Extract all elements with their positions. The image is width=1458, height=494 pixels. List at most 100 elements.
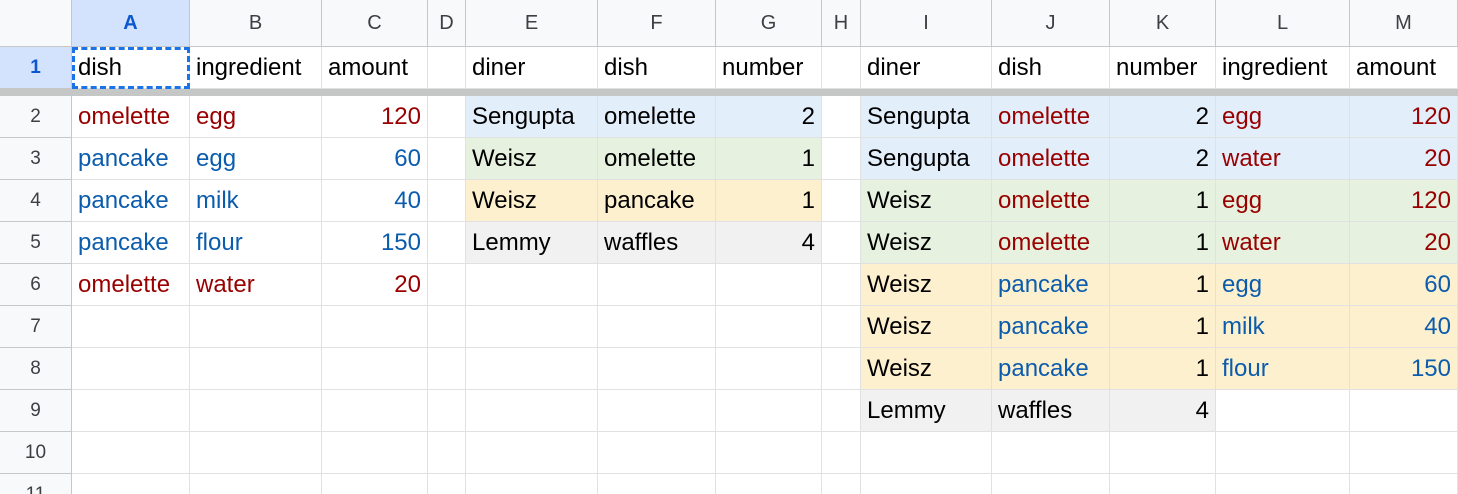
cell-h2[interactable] — [822, 96, 861, 138]
cell-c11[interactable] — [322, 474, 428, 494]
cell-k3[interactable]: 2 — [1110, 138, 1216, 180]
cell-k2[interactable]: 2 — [1110, 96, 1216, 138]
cell-c10[interactable] — [322, 432, 428, 474]
cell-a9[interactable] — [72, 390, 190, 432]
cell-b9[interactable] — [190, 390, 322, 432]
cell-j2[interactable]: omelette — [992, 96, 1110, 138]
cell-d8[interactable] — [428, 348, 466, 390]
cell-e2[interactable]: Sengupta — [466, 96, 598, 138]
cell-i5[interactable]: Weisz — [861, 222, 992, 264]
cell-b7[interactable] — [190, 306, 322, 348]
cell-c9[interactable] — [322, 390, 428, 432]
cell-a10[interactable] — [72, 432, 190, 474]
cell-m10[interactable] — [1350, 432, 1458, 474]
cell-d11[interactable] — [428, 474, 466, 494]
column-header-k[interactable]: K — [1110, 0, 1216, 47]
cell-m8[interactable]: 150 — [1350, 348, 1458, 390]
cell-a5[interactable]: pancake — [72, 222, 190, 264]
cell-l3[interactable]: water — [1216, 138, 1350, 180]
cell-h9[interactable] — [822, 390, 861, 432]
cell-d5[interactable] — [428, 222, 466, 264]
cell-h6[interactable] — [822, 264, 861, 306]
cell-g6[interactable] — [716, 264, 822, 306]
cell-i6[interactable]: Weisz — [861, 264, 992, 306]
cell-d4[interactable] — [428, 180, 466, 222]
cell-e1[interactable]: diner — [466, 47, 598, 89]
column-header-a[interactable]: A — [72, 0, 190, 47]
cell-b11[interactable] — [190, 474, 322, 494]
cell-l7[interactable]: milk — [1216, 306, 1350, 348]
cell-h8[interactable] — [822, 348, 861, 390]
cell-l2[interactable]: egg — [1216, 96, 1350, 138]
cell-h4[interactable] — [822, 180, 861, 222]
cell-f3[interactable]: omelette — [598, 138, 716, 180]
cell-a3[interactable]: pancake — [72, 138, 190, 180]
column-header-j[interactable]: J — [992, 0, 1110, 47]
cell-g4[interactable]: 1 — [716, 180, 822, 222]
cell-k7[interactable]: 1 — [1110, 306, 1216, 348]
row-header-8[interactable]: 8 — [0, 348, 72, 390]
column-header-e[interactable]: E — [466, 0, 598, 47]
cell-c2[interactable]: 120 — [322, 96, 428, 138]
cell-l4[interactable]: egg — [1216, 180, 1350, 222]
cell-i10[interactable] — [861, 432, 992, 474]
cell-k10[interactable] — [1110, 432, 1216, 474]
column-header-l[interactable]: L — [1216, 0, 1350, 47]
cell-e4[interactable]: Weisz — [466, 180, 598, 222]
cell-a11[interactable] — [72, 474, 190, 494]
cell-i3[interactable]: Sengupta — [861, 138, 992, 180]
row-header-11[interactable]: 11 — [0, 474, 72, 494]
cell-e5[interactable]: Lemmy — [466, 222, 598, 264]
cell-f2[interactable]: omelette — [598, 96, 716, 138]
cell-c4[interactable]: 40 — [322, 180, 428, 222]
cell-k5[interactable]: 1 — [1110, 222, 1216, 264]
cell-i4[interactable]: Weisz — [861, 180, 992, 222]
cell-l1[interactable]: ingredient — [1216, 47, 1350, 89]
cell-m9[interactable] — [1350, 390, 1458, 432]
cell-m4[interactable]: 120 — [1350, 180, 1458, 222]
cell-m11[interactable] — [1350, 474, 1458, 494]
cell-k11[interactable] — [1110, 474, 1216, 494]
cell-i11[interactable] — [861, 474, 992, 494]
frozen-row-divider[interactable] — [0, 89, 1458, 96]
cell-e7[interactable] — [466, 306, 598, 348]
cell-g10[interactable] — [716, 432, 822, 474]
cell-c5[interactable]: 150 — [322, 222, 428, 264]
cell-k6[interactable]: 1 — [1110, 264, 1216, 306]
cell-b5[interactable]: flour — [190, 222, 322, 264]
cell-g1[interactable]: number — [716, 47, 822, 89]
cell-m1[interactable]: amount — [1350, 47, 1458, 89]
row-header-9[interactable]: 9 — [0, 390, 72, 432]
cell-e3[interactable]: Weisz — [466, 138, 598, 180]
column-header-h[interactable]: H — [822, 0, 861, 47]
cell-i1[interactable]: diner — [861, 47, 992, 89]
cell-m3[interactable]: 20 — [1350, 138, 1458, 180]
cell-k9[interactable]: 4 — [1110, 390, 1216, 432]
cell-j11[interactable] — [992, 474, 1110, 494]
cell-e10[interactable] — [466, 432, 598, 474]
column-header-c[interactable]: C — [322, 0, 428, 47]
cell-j10[interactable] — [992, 432, 1110, 474]
cell-f8[interactable] — [598, 348, 716, 390]
cell-l10[interactable] — [1216, 432, 1350, 474]
cell-k8[interactable]: 1 — [1110, 348, 1216, 390]
cell-c6[interactable]: 20 — [322, 264, 428, 306]
cell-h10[interactable] — [822, 432, 861, 474]
cell-j9[interactable]: waffles — [992, 390, 1110, 432]
column-header-g[interactable]: G — [716, 0, 822, 47]
cell-d7[interactable] — [428, 306, 466, 348]
row-header-4[interactable]: 4 — [0, 180, 72, 222]
cell-j1[interactable]: dish — [992, 47, 1110, 89]
cell-i9[interactable]: Lemmy — [861, 390, 992, 432]
cell-f6[interactable] — [598, 264, 716, 306]
cell-h7[interactable] — [822, 306, 861, 348]
cell-f10[interactable] — [598, 432, 716, 474]
row-header-10[interactable]: 10 — [0, 432, 72, 474]
cell-j6[interactable]: pancake — [992, 264, 1110, 306]
cell-b1[interactable]: ingredient — [190, 47, 322, 89]
cell-c8[interactable] — [322, 348, 428, 390]
cell-m2[interactable]: 120 — [1350, 96, 1458, 138]
cell-i8[interactable]: Weisz — [861, 348, 992, 390]
cell-i7[interactable]: Weisz — [861, 306, 992, 348]
